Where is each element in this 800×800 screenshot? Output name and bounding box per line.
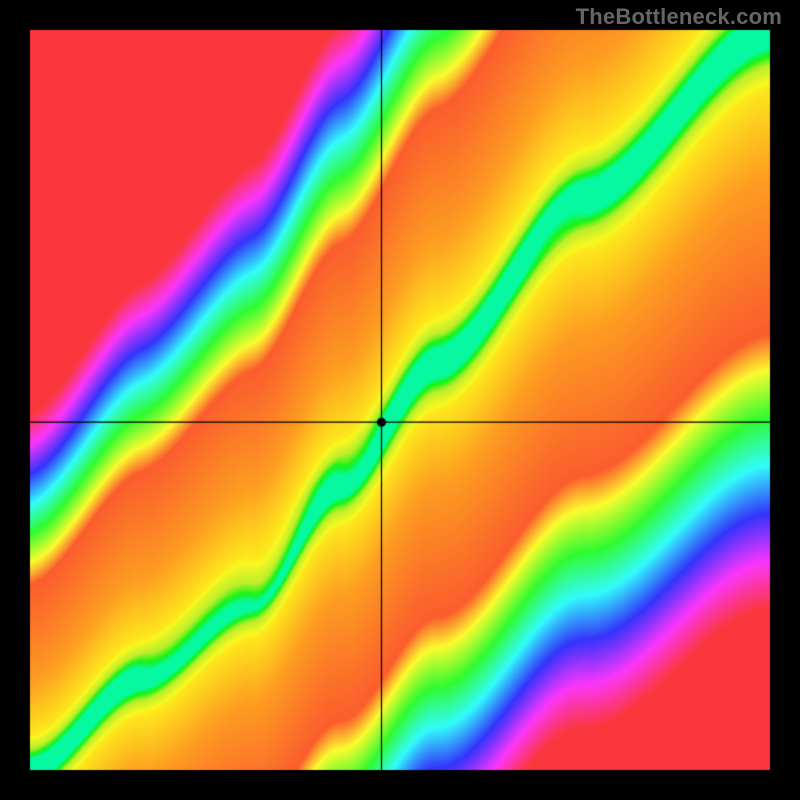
bottleneck-heatmap-canvas [0, 0, 800, 800]
chart-container: TheBottleneck.com [0, 0, 800, 800]
watermark-text: TheBottleneck.com [576, 4, 782, 30]
